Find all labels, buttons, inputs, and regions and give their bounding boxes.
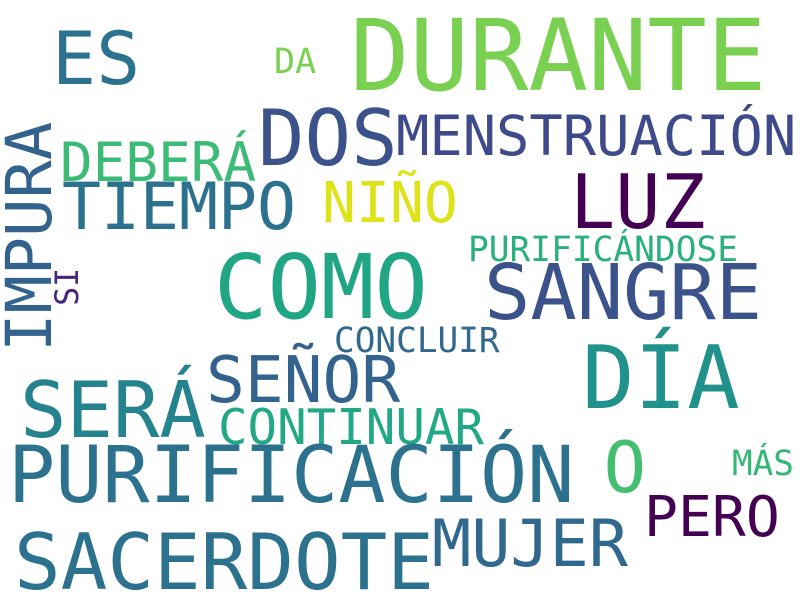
- word-pero: PERO: [644, 485, 780, 550]
- word-como: COMO: [214, 235, 428, 339]
- word-es: ES: [52, 16, 141, 102]
- word-purificandose: PURIFICÁNDOSE: [468, 229, 739, 270]
- word-senor: SEÑOR: [206, 342, 401, 418]
- word-luz: LUZ: [570, 157, 706, 246]
- word-mujer: MUJER: [432, 506, 628, 582]
- word-concluir: CONCLUIR: [334, 321, 500, 361]
- word-mas: MÁS: [732, 444, 794, 484]
- word-continuar: CONTINUAR: [218, 397, 485, 456]
- word-purificacion: PURIFICACIÓN: [8, 430, 575, 521]
- word-impura: IMPURA: [0, 121, 68, 352]
- word-da: DA: [274, 41, 317, 82]
- word-dia: DÍA: [582, 326, 740, 429]
- word-debera: DEBERÁ: [60, 131, 257, 194]
- word-tiempo: TIEMPO: [62, 169, 297, 245]
- word-nino: NIÑO: [322, 171, 458, 236]
- word-sangre: SANGRE: [484, 248, 763, 338]
- word-o: O: [603, 425, 647, 509]
- word-menstruacion: MENSTRUACIÓN: [396, 104, 797, 169]
- word-durante: DURANTE: [350, 0, 767, 114]
- word-dos: DOS: [258, 93, 398, 184]
- word-sera: SERÁ: [20, 365, 206, 456]
- word-sacerdote: SACERDOTE: [14, 518, 434, 600]
- word-si: SI: [50, 267, 87, 306]
